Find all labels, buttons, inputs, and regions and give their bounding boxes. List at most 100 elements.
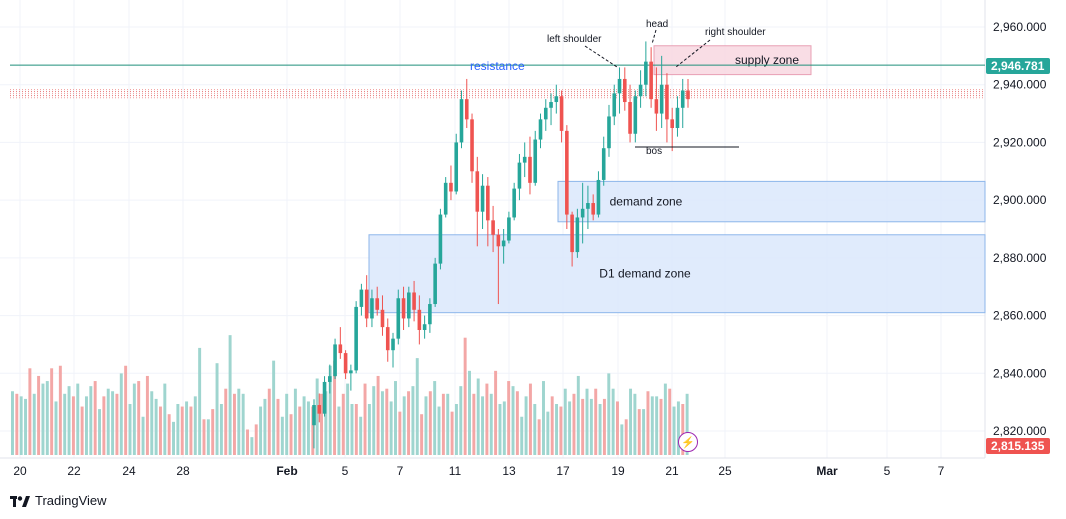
volume-bar [272,360,276,455]
candle-body [670,119,674,128]
volume-bar [176,404,180,455]
volume-bar [437,406,441,455]
candle-body [428,304,432,325]
candle-body [654,99,659,114]
volume-bar [324,391,328,455]
resistance-price-tag [986,58,1050,74]
x-tick-label: 20 [13,464,27,478]
volume-bar [481,396,485,455]
volume-bar [302,396,306,455]
candle-body [470,119,474,172]
y-tick-label: 2,940.000 [993,78,1047,92]
volume-bar [98,409,102,455]
zone-label: supply zone [735,53,799,67]
volume-bar [398,411,402,455]
candle-body [407,292,411,319]
current-price-tag [986,438,1050,454]
volume-bar [633,393,637,455]
volume-bar [37,375,41,455]
volume-bar [328,365,332,455]
volume-bar [576,375,580,455]
candle-body [522,156,527,163]
volume-bar [241,393,245,455]
candle-body [496,234,501,247]
volume-bar [180,406,184,455]
candle-body [401,298,406,319]
tradingview-logo[interactable]: TradingView [10,493,107,508]
candle-body [601,148,606,180]
lightning-icon[interactable]: ⚡ [678,432,698,452]
candle-body [554,96,559,103]
volume-bar [642,409,646,455]
candle-body [475,171,480,212]
volume-bar [550,396,554,455]
volume-bar [372,386,376,455]
head-annotation: head [646,19,668,30]
volume-bar [524,396,528,455]
volume-bar [280,416,284,455]
volume-bar [246,429,249,455]
candle-body [354,306,358,371]
volume-bar [215,363,219,455]
y-tick-label: 2,920.000 [993,135,1047,149]
x-tick-label: 5 [884,464,891,478]
candle-body [422,324,427,330]
candle-body [412,292,416,310]
volume-bar [202,419,206,455]
volume-bar [498,404,502,455]
volume-bar [115,393,119,455]
candle-body [443,182,448,215]
volume-bar [494,370,498,455]
volume-bar [555,404,559,455]
candle-body [317,405,322,414]
candle-body [380,309,385,328]
volume-bar [502,401,506,455]
right-shoulder-pointer [675,39,711,68]
volume-bar [89,386,93,455]
volume-bar [624,419,628,455]
volume-bar [76,383,80,455]
volume-bar [232,393,236,455]
volume-bar [128,404,132,455]
y-axis[interactable]: 2,960.000 2,940.000 2,920.000 2,900.000 2,88… [993,20,1047,438]
volume-bar [63,393,67,455]
candle-body [675,107,680,128]
volume-bar [411,386,415,455]
volume-bar [424,396,428,455]
candle-body [507,217,511,241]
candle-body [338,344,343,354]
volume-bar [106,388,110,455]
volume-bar [15,393,19,455]
candle-body [665,84,669,120]
volume-bar [337,406,341,455]
volume-bar [511,386,515,455]
volume-bar [293,388,297,455]
x-tick-label: Mar [816,464,838,478]
candle-body [644,61,648,85]
volume-bar [315,378,319,455]
tradingview-logo-text: TradingView [35,493,107,508]
volume-bar [250,437,254,455]
volume-bar [489,393,493,455]
volume-bar [528,383,532,455]
candle-body [533,139,538,183]
candle-body [680,90,685,108]
volume-bar [376,375,380,455]
volume-bar [542,381,545,455]
volume-bar [189,406,193,455]
candle-body [586,203,590,209]
volume-bar [459,386,463,455]
y-tick-label: 2,900.000 [993,193,1047,207]
volume-bar [341,393,345,455]
volume-bar [145,375,149,455]
volume-bar [546,411,550,455]
x-axis[interactable]: 20 22 24 28 Feb 5 7 11 13 17 19 21 25 Mar 5 7 [13,464,944,478]
candle-body [312,405,316,426]
volume-bar [655,396,659,455]
volume-bar [407,391,411,455]
volume-bar [24,398,28,455]
volume-bar [463,337,467,455]
candles [312,41,690,449]
volume-bar [289,414,293,455]
